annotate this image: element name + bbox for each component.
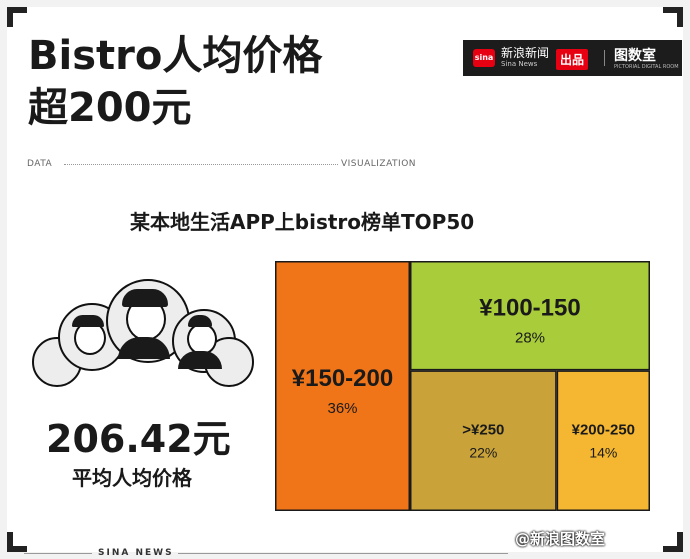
treemap-range-label: ¥150-200 — [292, 365, 393, 392]
person-body — [178, 351, 222, 369]
footer-brand: SINA NEWS — [98, 548, 174, 558]
person-body — [118, 337, 170, 359]
corner-frame — [7, 7, 27, 27]
person-hair — [188, 315, 212, 327]
corner-frame — [7, 532, 27, 552]
title-line-1: Bistro人均价格 — [28, 33, 323, 79]
treemap-percent-label: 36% — [327, 400, 357, 417]
header-data-label: DATA — [27, 159, 53, 169]
header-vis-label: VISUALIZATION — [341, 159, 417, 169]
corner-frame — [663, 532, 683, 552]
treemap-cell-100-150 — [410, 261, 650, 371]
brand-logo-bar: sina 新浪新闻 Sina News 出品 图数室 PICTORIAL DIG… — [463, 40, 682, 76]
treemap-range-label: ¥200-250 — [572, 422, 635, 439]
tushi-logo: 图数室 — [614, 48, 656, 64]
corner-frame — [663, 7, 683, 27]
tushi-logo-sub: PICTORIAL DIGITAL ROOM — [614, 64, 679, 70]
person-hair — [122, 289, 168, 307]
title-line-2: 超200元 — [28, 85, 192, 131]
person-hair — [72, 315, 104, 327]
header-divider — [64, 164, 338, 165]
treemap-percent-label: 28% — [515, 330, 545, 347]
chupin-badge: 出品 — [556, 49, 589, 70]
page-title: Bistro人均价格 超200元 — [28, 30, 322, 134]
treemap-range-label: ¥100-150 — [479, 295, 580, 322]
footer-rule — [178, 553, 508, 554]
chart-title: 某本地生活APP上bistro榜单TOP50 — [130, 210, 475, 234]
footer-rule — [24, 553, 92, 554]
treemap-cell-200-250 — [556, 370, 650, 511]
treemap-cell-over-250 — [410, 370, 557, 511]
weibo-watermark: @新浪图数室 — [515, 530, 606, 548]
sina-news-name: 新浪新闻 — [501, 46, 550, 60]
treemap-cell-150-200 — [275, 261, 410, 511]
treemap-percent-label: 22% — [469, 445, 497, 461]
sina-news-sub: Sina News — [501, 60, 538, 68]
treemap-percent-label: 14% — [589, 445, 617, 461]
average-price-label: 平均人均价格 — [72, 466, 192, 490]
treemap-chart: ¥150-200 36% ¥100-150 28% >¥250 22% ¥200-250 14… — [275, 261, 650, 511]
sina-logo-icon: sina — [473, 49, 495, 67]
treemap-range-label: >¥250 — [462, 422, 504, 439]
average-price-value: 206.42元 — [46, 417, 231, 461]
logo-divider — [604, 50, 605, 66]
